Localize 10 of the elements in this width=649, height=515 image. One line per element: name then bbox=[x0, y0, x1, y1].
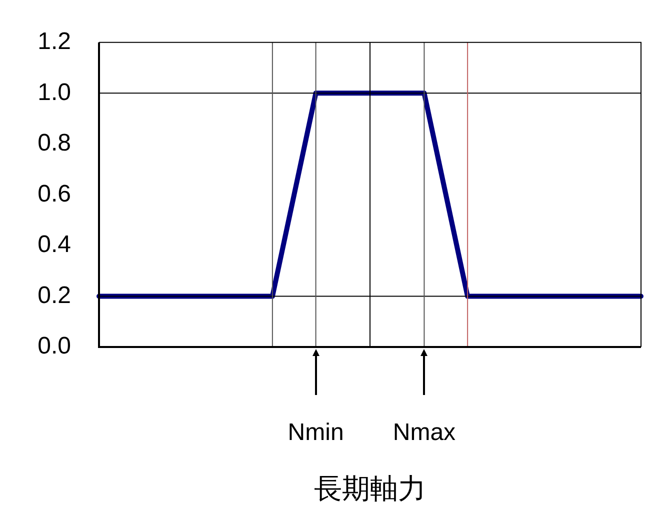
y-tick-label: 0.8 bbox=[38, 130, 71, 157]
x-tick-label: Nmax bbox=[392, 419, 456, 446]
y-tick-label: 1.0 bbox=[38, 78, 71, 106]
y-tick-label: 0.4 bbox=[38, 231, 71, 258]
y-tick-label: 0.2 bbox=[38, 282, 71, 309]
y-tick-label: 1.2 bbox=[38, 28, 71, 56]
y-tick-label: 0.0 bbox=[38, 332, 71, 360]
x-tick-label: Nmin bbox=[288, 419, 344, 446]
x-axis-title: 長期軸力 bbox=[314, 472, 426, 504]
y-tick-label: 0.6 bbox=[38, 180, 71, 208]
